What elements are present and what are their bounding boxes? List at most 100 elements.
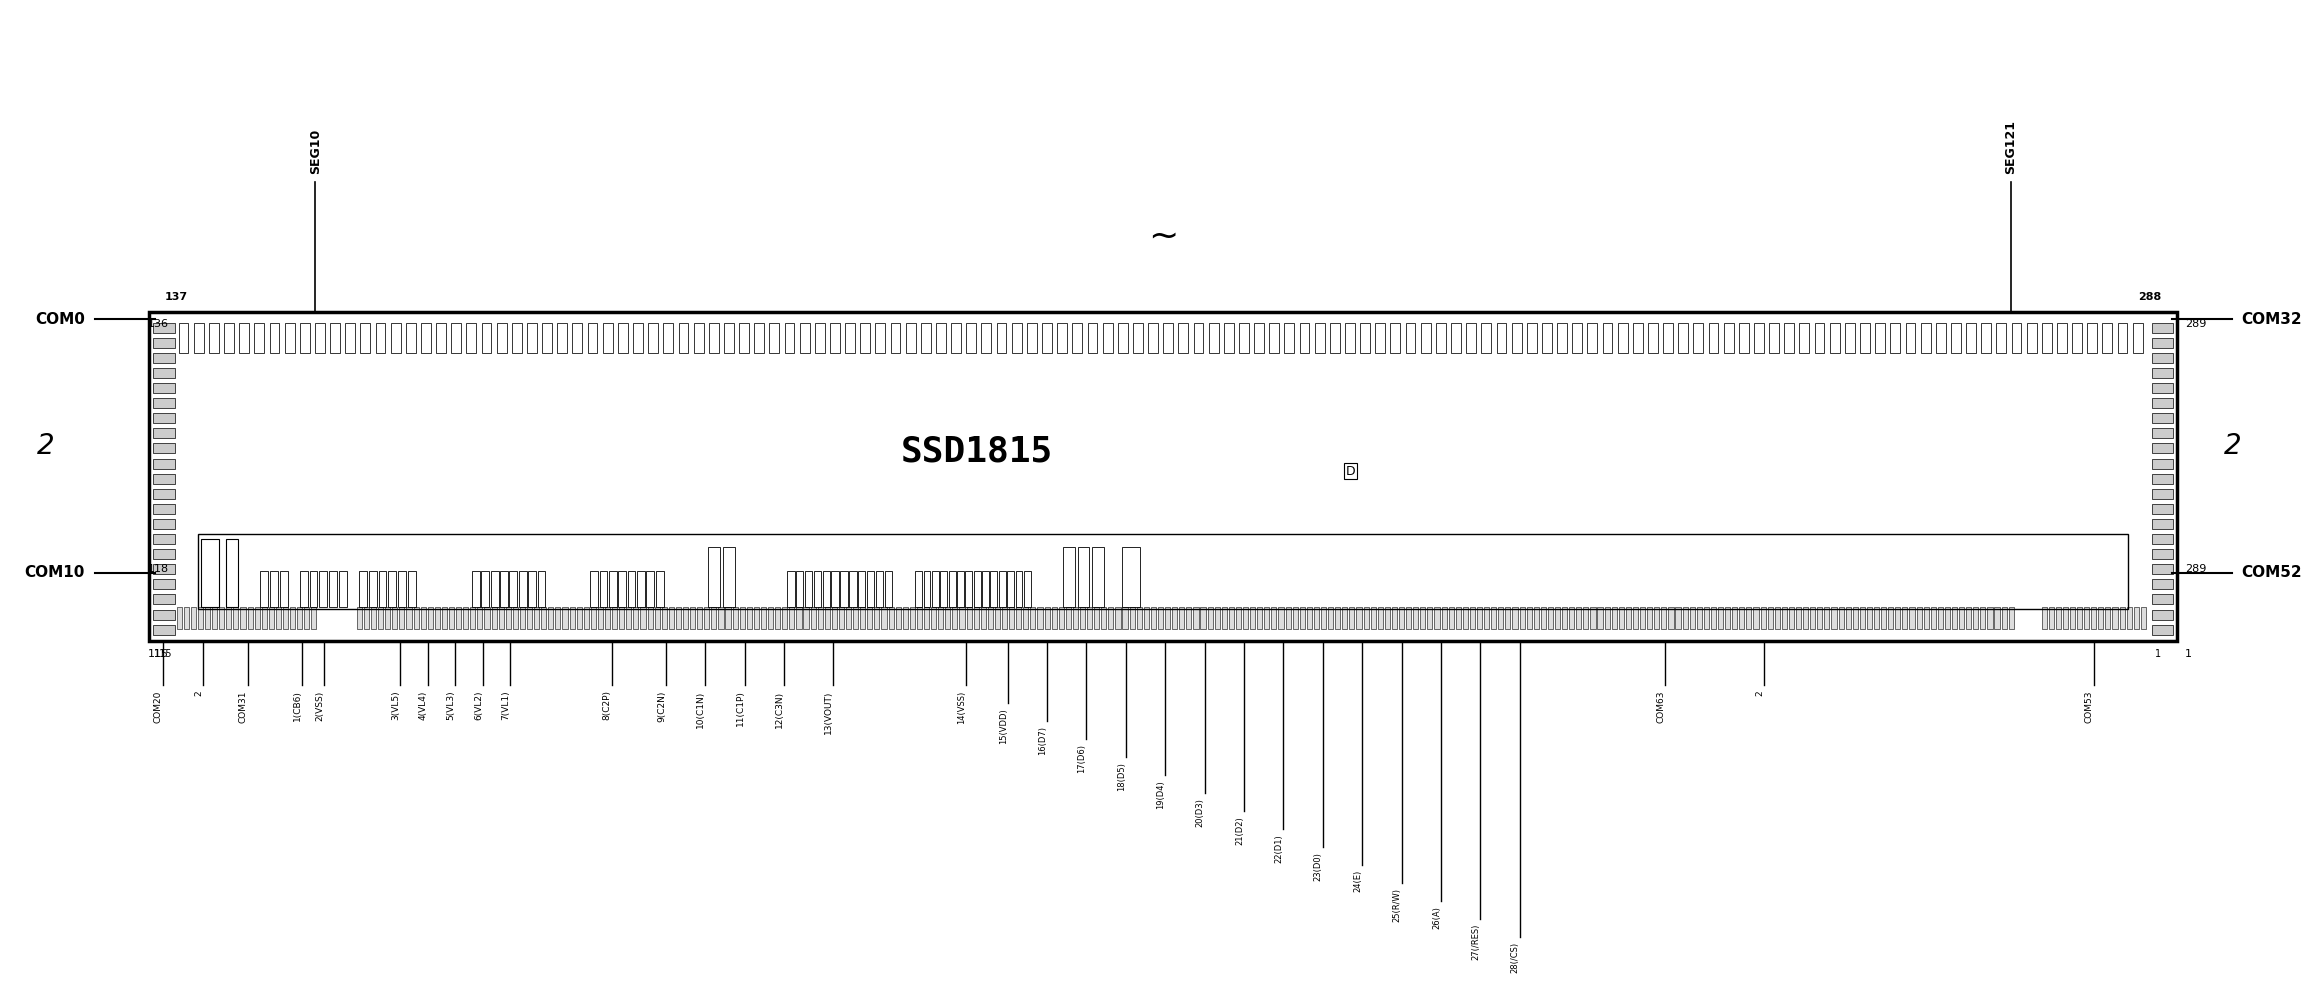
Bar (305, 606, 310, 628)
Bar (153, 534, 176, 544)
Bar (506, 606, 511, 628)
Bar (1902, 606, 1907, 628)
Bar (153, 564, 176, 574)
Bar (379, 606, 384, 628)
Bar (1038, 606, 1042, 628)
Bar (911, 606, 915, 628)
Bar (832, 571, 839, 606)
Bar (917, 606, 922, 628)
Bar (2126, 606, 2131, 628)
Bar (1109, 606, 1114, 628)
Bar (1481, 323, 1491, 354)
Bar (982, 323, 991, 354)
Text: 13(VOUT): 13(VOUT) (825, 691, 834, 733)
Text: 2: 2 (1754, 691, 1763, 696)
Text: 14(VSS): 14(VSS) (957, 691, 966, 723)
Bar (1548, 606, 1553, 628)
Bar (675, 606, 682, 628)
Bar (270, 323, 280, 354)
Bar (1292, 606, 1299, 628)
Bar (1504, 606, 1511, 628)
Bar (1031, 606, 1035, 628)
Text: 137: 137 (164, 291, 187, 301)
Bar (1867, 606, 1872, 628)
Bar (2103, 323, 2112, 354)
Bar (153, 323, 176, 333)
Bar (915, 571, 922, 606)
Bar (2041, 606, 2048, 628)
Bar (1810, 606, 1814, 628)
Bar (455, 606, 462, 628)
Bar (1881, 606, 1886, 628)
Bar (2057, 606, 2061, 628)
Bar (698, 606, 703, 628)
Bar (499, 606, 504, 628)
Bar (1648, 323, 1657, 354)
Bar (150, 311, 2177, 640)
Text: 6(VL2): 6(VL2) (474, 691, 483, 719)
Bar (2152, 428, 2175, 438)
Text: 3(VL5): 3(VL5) (391, 691, 400, 720)
Bar (1412, 606, 1419, 628)
Bar (587, 323, 599, 354)
Bar (1449, 606, 1454, 628)
Bar (619, 571, 626, 606)
Bar (1116, 606, 1121, 628)
Text: 12(C3N): 12(C3N) (774, 691, 783, 727)
Bar (481, 571, 490, 606)
Bar (1724, 606, 1731, 628)
Bar (952, 323, 961, 354)
Bar (529, 571, 536, 606)
Bar (1960, 606, 1964, 628)
Bar (1451, 323, 1461, 354)
Bar (153, 503, 176, 513)
Text: 21(D2): 21(D2) (1234, 817, 1243, 845)
Text: 118: 118 (148, 564, 169, 574)
Bar (1528, 606, 1532, 628)
Bar (709, 546, 721, 606)
Bar (176, 606, 183, 628)
Bar (605, 606, 610, 628)
Bar (1123, 606, 1128, 628)
Bar (2152, 323, 2175, 333)
Text: 15(VDD): 15(VDD) (998, 709, 1008, 744)
Bar (1223, 606, 1227, 628)
Bar (414, 606, 418, 628)
Bar (407, 606, 411, 628)
Bar (153, 443, 176, 454)
Bar (1391, 606, 1398, 628)
Bar (1285, 323, 1294, 354)
Bar (647, 323, 659, 354)
Bar (153, 519, 176, 529)
Text: 18(D5): 18(D5) (1116, 762, 1125, 791)
Bar (1350, 606, 1354, 628)
Bar (2140, 606, 2147, 628)
Bar (839, 606, 844, 628)
Bar (973, 606, 980, 628)
Bar (753, 323, 765, 354)
Bar (1209, 323, 1218, 354)
Text: COM32: COM32 (2242, 312, 2302, 327)
Bar (1974, 606, 1978, 628)
Bar (282, 606, 289, 628)
Bar (1343, 606, 1347, 628)
Bar (377, 323, 386, 354)
Bar (391, 323, 400, 354)
Bar (1421, 323, 1431, 354)
Bar (818, 606, 823, 628)
Bar (1696, 606, 1701, 628)
Bar (663, 323, 673, 354)
Bar (906, 323, 915, 354)
Bar (1775, 606, 1779, 628)
Bar (832, 606, 837, 628)
Bar (982, 571, 989, 606)
Bar (1724, 323, 1733, 354)
Bar (1768, 606, 1773, 628)
Bar (1860, 323, 1870, 354)
Bar (213, 606, 217, 628)
Bar (527, 323, 536, 354)
Bar (1541, 323, 1551, 354)
Bar (573, 323, 582, 354)
Bar (1823, 606, 1830, 628)
Bar (1015, 571, 1021, 606)
